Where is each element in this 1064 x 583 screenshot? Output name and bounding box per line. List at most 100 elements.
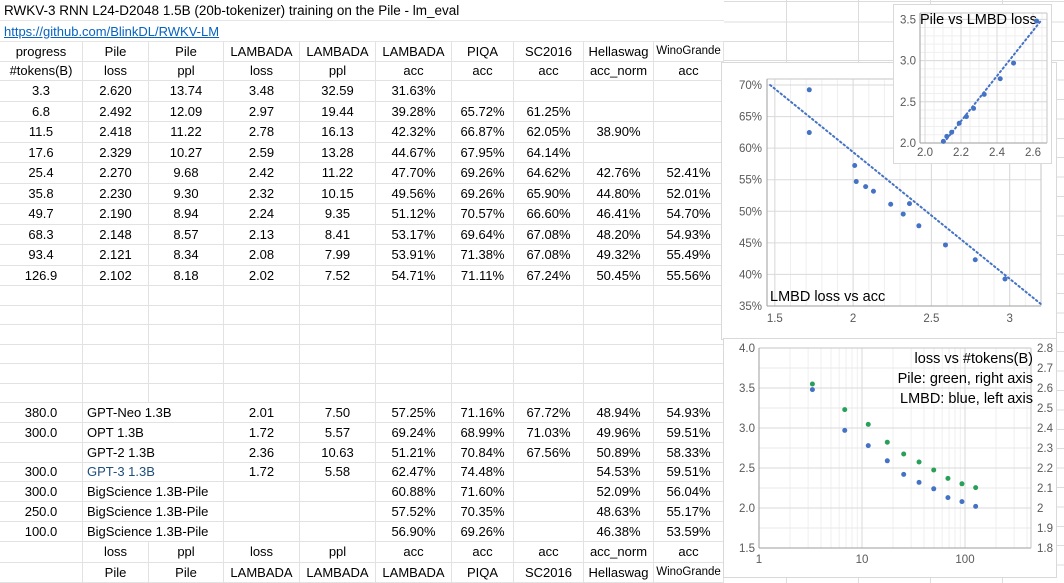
table-cell[interactable]: 51.21% [376,442,452,463]
table-cell[interactable]: BigScience 1.3B-Pile [83,482,224,503]
table-cell[interactable]: 49.32% [584,245,654,266]
table-cell[interactable]: 51.12% [376,204,452,225]
table-cell[interactable]: 19.44 [300,101,376,122]
table-cell[interactable]: 10.15 [300,183,376,204]
table-cell[interactable]: GPT-3 1.3B [83,462,224,483]
table-cell[interactable]: acc_norm [584,542,654,563]
table-cell[interactable] [300,325,376,345]
table-cell[interactable]: LAMBADA [224,42,300,62]
table-cell[interactable]: 2.148 [83,224,149,245]
table-cell[interactable]: 5.58 [300,462,376,483]
table-cell[interactable] [300,383,376,403]
table-cell[interactable]: 66.60% [514,204,584,225]
table-cell[interactable]: 2.08 [224,245,300,266]
table-cell[interactable]: 380.0 [0,403,83,423]
table-cell[interactable]: PIQA [452,42,514,62]
table-cell[interactable]: 64.62% [514,163,584,184]
table-cell[interactable] [654,81,724,102]
table-cell[interactable]: 53.59% [654,522,724,542]
table-cell[interactable] [300,522,376,542]
table-cell[interactable] [452,325,514,345]
table-cell[interactable] [514,462,584,483]
table-cell[interactable]: 2.01 [224,403,300,423]
table-cell[interactable]: 71.03% [514,422,584,443]
table-cell[interactable]: 2.78 [224,122,300,143]
table-cell[interactable]: 250.0 [0,502,83,523]
table-cell[interactable]: ppl [300,542,376,563]
table-cell[interactable] [83,305,149,325]
table-cell[interactable]: LAMBADA [224,562,300,583]
table-cell[interactable]: BigScience 1.3B-Pile [83,502,224,523]
table-cell[interactable]: 48.63% [584,502,654,523]
table-cell[interactable]: 68.99% [452,422,514,443]
table-cell[interactable]: 64.14% [514,142,584,163]
table-cell[interactable]: 2.329 [83,142,149,163]
table-cell[interactable]: 2.24 [224,204,300,225]
table-cell[interactable]: acc [654,61,724,81]
table-cell[interactable]: loss [83,61,149,81]
table-cell[interactable] [654,286,724,306]
table-cell[interactable]: 2.59 [224,142,300,163]
table-cell[interactable]: GPT-Neo 1.3B [83,403,224,423]
table-cell[interactable] [452,383,514,403]
table-cell[interactable]: 2.13 [224,224,300,245]
table-cell[interactable]: 126.9 [0,265,83,286]
table-cell[interactable]: 11.22 [149,122,224,143]
table-cell[interactable]: LAMBADA [300,42,376,62]
table-cell[interactable]: 52.09% [584,482,654,503]
table-cell[interactable]: GPT-2 1.3B [83,442,224,463]
table-cell[interactable]: 56.04% [654,482,724,503]
table-cell[interactable] [83,344,149,364]
table-cell[interactable] [0,562,83,583]
table-cell[interactable]: 100.0 [0,522,83,542]
table-cell[interactable] [149,286,224,306]
table-cell[interactable] [654,305,724,325]
table-cell[interactable]: 71.60% [452,482,514,503]
table-cell[interactable]: 71.11% [452,265,514,286]
table-cell[interactable] [0,325,83,345]
table-cell[interactable]: 61.25% [514,101,584,122]
table-cell[interactable]: 2.270 [83,163,149,184]
table-cell[interactable] [224,383,300,403]
table-cell[interactable]: 6.8 [0,101,83,122]
table-cell[interactable]: 55.17% [654,502,724,523]
table-cell[interactable]: 67.72% [514,403,584,423]
table-cell[interactable] [149,325,224,345]
table-cell[interactable] [300,305,376,325]
table-cell[interactable]: 3.48 [224,81,300,102]
table-cell[interactable]: 67.08% [514,224,584,245]
table-cell[interactable] [584,383,654,403]
table-cell[interactable]: 52.01% [654,183,724,204]
table-cell[interactable]: 39.28% [376,101,452,122]
table-cell[interactable]: 5.57 [300,422,376,443]
table-cell[interactable]: 46.38% [584,522,654,542]
table-cell[interactable]: 54.93% [654,403,724,423]
table-cell[interactable]: 59.51% [654,422,724,443]
table-cell[interactable] [654,122,724,143]
table-cell[interactable]: ppl [149,61,224,81]
table-cell[interactable] [452,81,514,102]
table-cell[interactable]: 60.88% [376,482,452,503]
table-cell[interactable] [224,364,300,384]
table-cell[interactable]: 9.35 [300,204,376,225]
table-cell[interactable]: 68.3 [0,224,83,245]
table-cell[interactable] [0,286,83,306]
table-cell[interactable]: 49.7 [0,204,83,225]
table-cell[interactable] [300,482,376,503]
table-cell[interactable]: 54.70% [654,204,724,225]
table-cell[interactable] [514,502,584,523]
table-cell[interactable] [584,305,654,325]
table-cell[interactable]: 54.53% [584,462,654,483]
table-cell[interactable] [584,101,654,122]
table-cell[interactable]: BigScience 1.3B-Pile [83,522,224,542]
table-cell[interactable]: 300.0 [0,422,83,443]
table-cell[interactable]: 57.25% [376,403,452,423]
table-cell[interactable] [584,81,654,102]
table-cell[interactable]: 2.121 [83,245,149,266]
table-cell[interactable]: 2.102 [83,265,149,286]
table-cell[interactable]: ppl [300,61,376,81]
table-cell[interactable] [224,502,300,523]
table-cell[interactable]: 93.4 [0,245,83,266]
table-cell[interactable]: 71.38% [452,245,514,266]
table-cell[interactable] [452,305,514,325]
